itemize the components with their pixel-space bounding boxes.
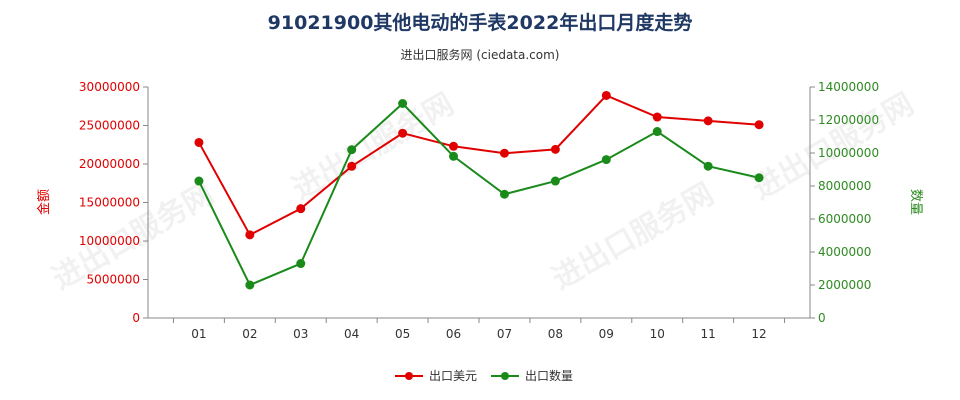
right-axis-tick-label: 8000000 (818, 179, 871, 193)
right-axis-tick-label: 0 (818, 311, 826, 325)
x-axis-tick-label: 07 (497, 327, 512, 341)
data-point[interactable] (194, 137, 204, 147)
data-point[interactable] (347, 145, 357, 155)
legend-label[interactable]: 出口美元 (429, 369, 477, 383)
data-point[interactable] (703, 116, 713, 126)
left-axis-tick-label: 15000000 (79, 196, 140, 210)
right-axis-tick-label: 4000000 (818, 245, 871, 259)
series-line (198, 102, 760, 287)
data-point[interactable] (754, 120, 764, 130)
data-point[interactable] (347, 161, 357, 171)
x-axis-tick-label: 08 (548, 327, 563, 341)
x-axis-tick-label: 09 (599, 327, 614, 341)
right-axis-tick-label: 2000000 (818, 278, 871, 292)
x-axis-tick-label: 10 (650, 327, 665, 341)
x-axis-tick-label: 12 (751, 327, 766, 341)
left-axis-tick-label: 10000000 (79, 234, 140, 248)
legend-label[interactable]: 出口数量 (525, 368, 573, 383)
series-layer (194, 90, 764, 290)
data-point[interactable] (550, 176, 560, 186)
chart-title: 91021900其他电动的手表2022年出口月度走势 (267, 12, 693, 34)
data-point[interactable] (550, 144, 560, 154)
data-point[interactable] (652, 127, 662, 137)
left-axis-tick-label: 5000000 (87, 273, 140, 287)
left-axis-tick-label: 0 (132, 311, 140, 325)
data-point[interactable] (601, 155, 611, 165)
x-axis-tick-label: 06 (446, 327, 461, 341)
data-point[interactable] (754, 173, 764, 183)
legend: 出口美元 出口数量 (395, 368, 573, 383)
right-axis-tick-label: 10000000 (818, 146, 879, 160)
left-axis-tick-label: 25000000 (79, 119, 140, 133)
data-point[interactable] (449, 141, 459, 151)
series-line (198, 94, 760, 237)
right-axis-tick-label: 12000000 (818, 113, 879, 127)
x-axis-tick-label: 05 (395, 327, 410, 341)
data-point[interactable] (398, 99, 408, 108)
data-point[interactable] (652, 112, 662, 122)
x-axis-tick-label: 02 (242, 327, 257, 341)
data-point[interactable] (499, 148, 509, 158)
data-point[interactable] (601, 90, 611, 100)
legend-marker (405, 372, 413, 380)
data-point[interactable] (449, 151, 459, 161)
data-point[interactable] (296, 204, 306, 214)
right-axis-tick-label: 6000000 (818, 212, 871, 226)
left-axis-title: 金额 (36, 189, 52, 215)
data-point[interactable] (245, 280, 255, 290)
data-point[interactable] (194, 176, 204, 186)
left-axis-tick-label: 30000000 (79, 80, 140, 94)
right-axis-title: 数量 (908, 189, 923, 215)
watermark-text: 进出口服务网 (547, 177, 720, 297)
x-axis-tick-label: 01 (191, 327, 206, 341)
x-axis-tick-label: 03 (293, 327, 308, 341)
legend-marker (501, 372, 509, 380)
axes: 0500000010000000150000002000000025000000… (36, 80, 923, 341)
data-point[interactable] (296, 259, 306, 269)
x-axis-tick-label: 11 (701, 327, 716, 341)
data-point[interactable] (245, 230, 255, 240)
data-point[interactable] (703, 161, 713, 171)
left-axis-tick-label: 20000000 (79, 157, 140, 171)
data-point[interactable] (398, 128, 408, 138)
data-point[interactable] (499, 189, 509, 199)
chart-subtitle: 进出口服务网 (ciedata.com) (400, 48, 560, 62)
watermark-text: 进出口服务网 (287, 87, 460, 207)
x-axis-tick-label: 04 (344, 327, 359, 341)
right-axis-tick-label: 14000000 (818, 80, 879, 94)
